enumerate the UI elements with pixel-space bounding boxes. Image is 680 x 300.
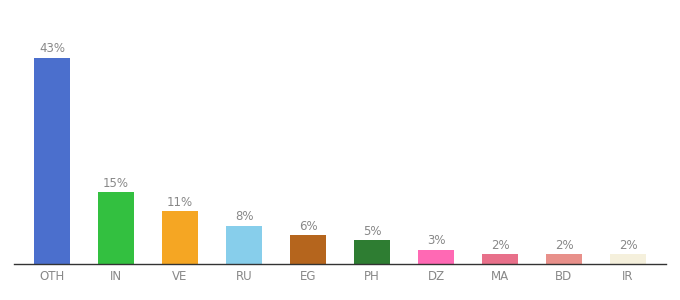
Text: 5%: 5%	[362, 225, 381, 238]
Text: 2%: 2%	[555, 239, 573, 252]
Bar	[290, 235, 326, 264]
Bar	[35, 58, 69, 264]
Bar	[611, 254, 645, 264]
Bar	[99, 192, 133, 264]
Text: 8%: 8%	[235, 210, 253, 223]
Text: 2%: 2%	[619, 239, 637, 252]
Bar	[482, 254, 517, 264]
Text: 2%: 2%	[491, 239, 509, 252]
Text: 15%: 15%	[103, 177, 129, 190]
Text: 6%: 6%	[299, 220, 318, 233]
Bar	[354, 240, 390, 264]
Bar	[226, 226, 262, 264]
Bar	[163, 211, 198, 264]
Bar	[547, 254, 581, 264]
Text: 43%: 43%	[39, 42, 65, 55]
Bar	[418, 250, 454, 264]
Text: 11%: 11%	[167, 196, 193, 209]
Text: 3%: 3%	[427, 234, 445, 247]
